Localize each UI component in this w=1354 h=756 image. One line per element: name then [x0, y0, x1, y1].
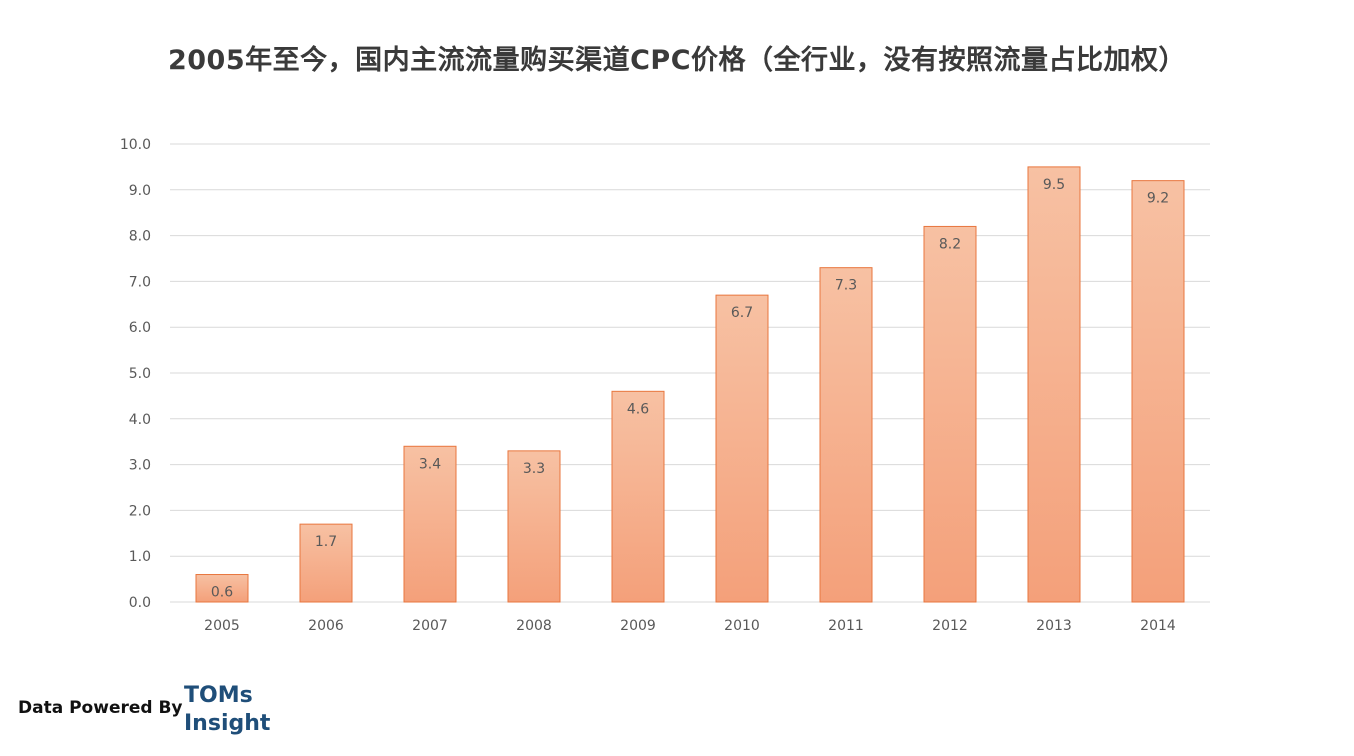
x-tick-label: 2006	[308, 618, 344, 634]
x-axis-ticks: 2005 2006 2007 2008 2009 2010 2011 2012 2013 2014	[204, 618, 1176, 634]
y-tick-label: 6.0	[129, 320, 151, 336]
brand-logo: TOMs Insight	[184, 682, 270, 738]
y-tick-label: 8.0	[129, 229, 151, 245]
y-tick-label: 3.0	[129, 458, 151, 474]
value-label: 9.2	[1147, 191, 1169, 207]
y-tick-label: 5.0	[129, 366, 151, 382]
y-axis-ticks: 0.0 1.0 2.0 3.0 4.0 5.0 6.0 7.0 8.0 9.0 10.0	[120, 137, 151, 611]
x-tick-label: 2012	[932, 618, 968, 634]
value-label: 7.3	[835, 278, 857, 294]
bar-2005	[195, 574, 249, 603]
y-tick-label: 0.0	[129, 595, 151, 611]
value-label: 8.2	[939, 236, 961, 252]
bar-2009	[611, 390, 665, 603]
y-tick-label: 2.0	[129, 503, 151, 519]
value-label: 1.7	[315, 534, 337, 550]
bar-2006	[299, 523, 353, 603]
bar-2007	[403, 445, 457, 603]
value-label: 3.3	[523, 461, 545, 477]
bar-2010	[715, 294, 769, 603]
y-tick-label: 7.0	[129, 274, 151, 290]
value-labels: 0.6 1.7 3.4 3.3 4.6 6.7 7.3 8.2 9.5 9.2	[211, 177, 1169, 601]
bar-2008	[507, 450, 561, 603]
brand-line-2: Insight	[184, 711, 271, 736]
bar-2011	[819, 267, 873, 603]
bar-2013	[1027, 166, 1081, 603]
y-tick-label: 9.0	[129, 183, 151, 199]
y-tick-label: 10.0	[120, 137, 151, 153]
value-label: 6.7	[731, 305, 753, 321]
chart-title: 2005年至今，国内主流流量购买渠道CPC价格（全行业，没有按照流量占比加权）	[167, 45, 1187, 76]
x-tick-label: 2010	[724, 618, 760, 634]
x-tick-label: 2005	[204, 618, 240, 634]
powered-by-label: Data Powered By	[18, 698, 183, 718]
x-tick-label: 2013	[1036, 618, 1072, 634]
value-label: 9.5	[1043, 177, 1065, 193]
x-tick-label: 2014	[1140, 618, 1176, 634]
x-tick-label: 2009	[620, 618, 656, 634]
x-tick-label: 2007	[412, 618, 448, 634]
y-tick-label: 4.0	[129, 412, 151, 428]
value-label: 4.6	[627, 401, 649, 417]
x-tick-label: 2008	[516, 618, 552, 634]
brand-line-1: TOMs	[184, 683, 253, 708]
x-tick-label: 2011	[828, 618, 864, 634]
value-label: 0.6	[211, 585, 233, 601]
bar-chart: 0.0 1.0 2.0 3.0 4.0 5.0 6.0 7.0 8.0 9.0 10.0 0.6 1.…	[120, 137, 1210, 634]
bar-2012	[923, 225, 977, 603]
bars	[195, 166, 1185, 603]
bar-2014	[1131, 180, 1185, 603]
y-tick-label: 1.0	[129, 549, 151, 565]
value-label: 3.4	[419, 456, 441, 472]
